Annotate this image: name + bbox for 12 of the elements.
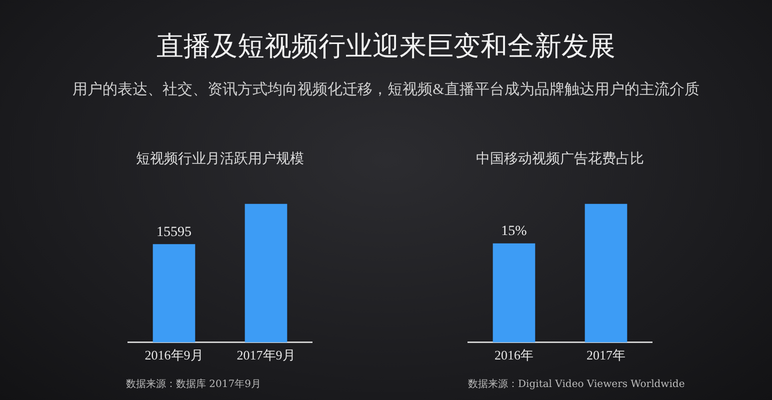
x-tick-label: 2016年9月 [144, 348, 204, 363]
chart-title: 中国移动视频广告花费占比 [476, 151, 644, 168]
text: 直播及短视频行业迎来巨变和全新发展 [156, 30, 616, 63]
x-tick-label: 2017年 [586, 348, 626, 363]
x-tick-label: 2016年 [494, 348, 534, 363]
x-tick-label: 2017年9月 [236, 348, 296, 363]
data-label: 15% [501, 224, 528, 240]
source-note: 数据来源：Digital Video Viewers Worldwide [468, 378, 685, 391]
text: 用户的表达、社交、资讯方式均向视频化迁移，短视频&直播平台成为品牌触达用户的主流介质 [72, 80, 700, 99]
chart-title: 短视频行业月活跃用户规模 [136, 151, 304, 168]
source-note: 数据来源：数据库 2017年9月 [126, 378, 261, 391]
data-label: 15595 [156, 224, 192, 240]
